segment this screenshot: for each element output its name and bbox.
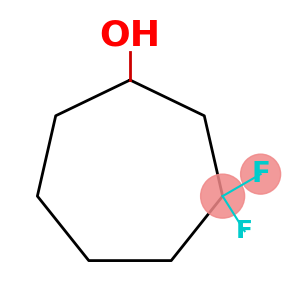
Circle shape — [201, 174, 244, 218]
Circle shape — [241, 154, 280, 194]
Text: F: F — [236, 219, 253, 243]
Text: F: F — [251, 160, 270, 188]
Text: OH: OH — [99, 19, 160, 53]
